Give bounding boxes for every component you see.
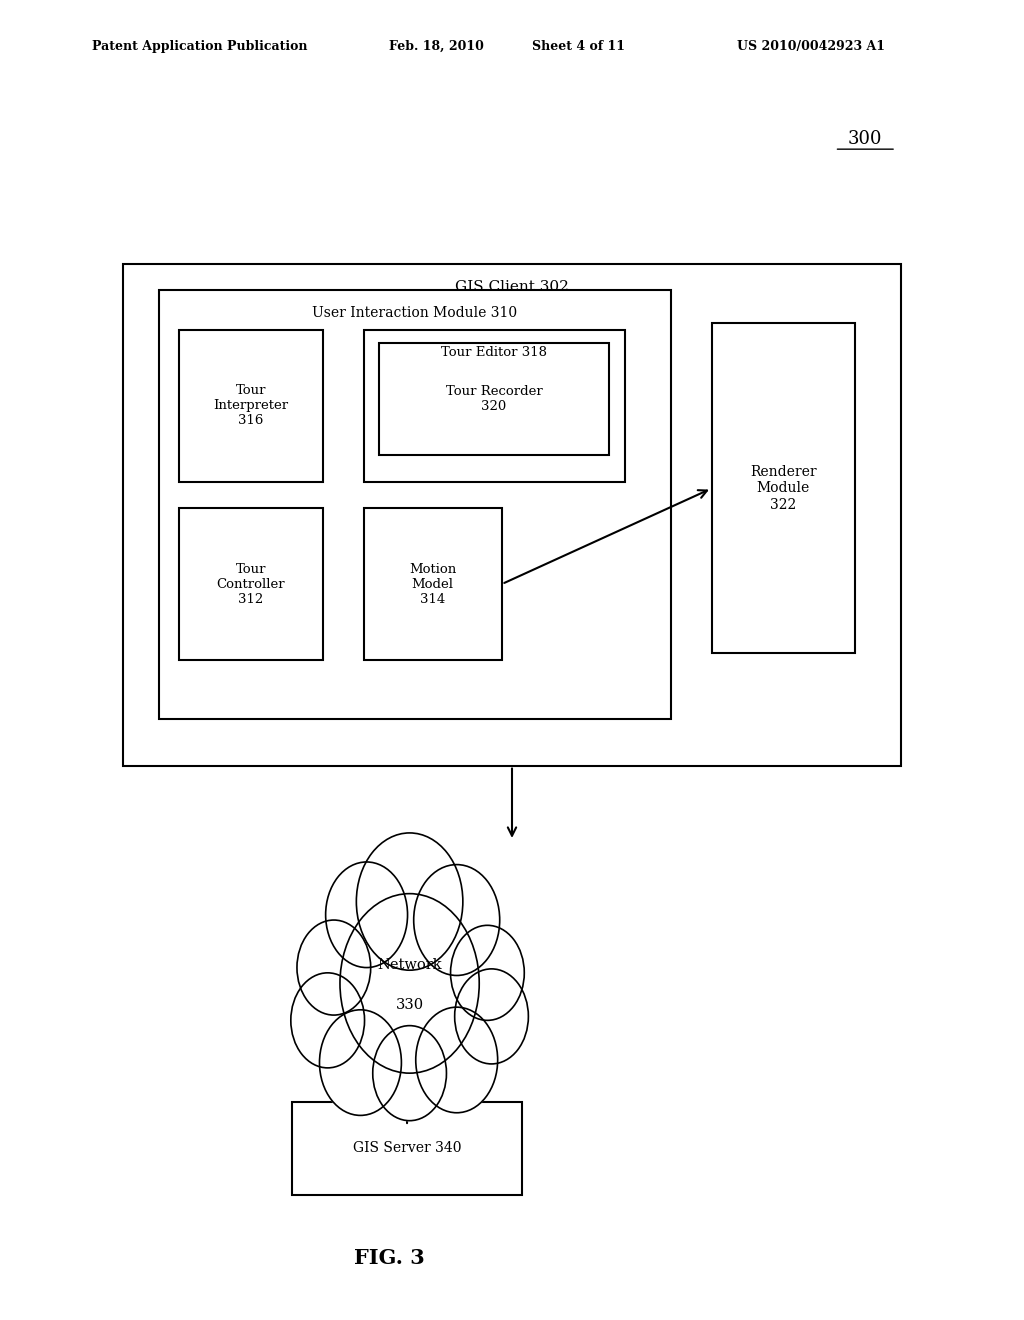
Text: Renderer
Module
322: Renderer Module 322 — [750, 465, 817, 512]
Text: Tour
Interpreter
316: Tour Interpreter 316 — [213, 384, 289, 428]
Circle shape — [414, 865, 500, 975]
FancyBboxPatch shape — [712, 323, 855, 653]
Text: GIS Client 302: GIS Client 302 — [455, 280, 569, 294]
Circle shape — [319, 1010, 401, 1115]
Circle shape — [356, 833, 463, 970]
Text: Tour
Controller
312: Tour Controller 312 — [216, 562, 286, 606]
Text: Network: Network — [377, 958, 442, 972]
Circle shape — [297, 920, 371, 1015]
Circle shape — [340, 894, 479, 1073]
Text: Patent Application Publication: Patent Application Publication — [92, 40, 307, 53]
FancyBboxPatch shape — [123, 264, 901, 766]
Text: Motion
Model
314: Motion Model 314 — [409, 562, 457, 606]
Text: US 2010/0042923 A1: US 2010/0042923 A1 — [737, 40, 886, 53]
Text: Feb. 18, 2010: Feb. 18, 2010 — [389, 40, 484, 53]
Circle shape — [326, 862, 408, 968]
FancyBboxPatch shape — [379, 343, 609, 455]
FancyBboxPatch shape — [179, 508, 323, 660]
FancyBboxPatch shape — [292, 1102, 522, 1195]
Text: Tour Recorder
320: Tour Recorder 320 — [445, 385, 543, 413]
FancyBboxPatch shape — [159, 290, 671, 719]
Text: Sheet 4 of 11: Sheet 4 of 11 — [532, 40, 626, 53]
Circle shape — [291, 973, 365, 1068]
Circle shape — [373, 1026, 446, 1121]
Circle shape — [451, 925, 524, 1020]
Text: GIS Server 340: GIS Server 340 — [353, 1142, 461, 1155]
Text: 300: 300 — [848, 129, 883, 148]
Text: User Interaction Module 310: User Interaction Module 310 — [312, 306, 517, 321]
Text: 330: 330 — [395, 998, 424, 1011]
Circle shape — [416, 1007, 498, 1113]
Circle shape — [455, 969, 528, 1064]
FancyBboxPatch shape — [364, 330, 625, 482]
Text: Tour Editor 318: Tour Editor 318 — [441, 346, 547, 359]
FancyBboxPatch shape — [364, 508, 502, 660]
Text: FIG. 3: FIG. 3 — [353, 1247, 425, 1269]
FancyBboxPatch shape — [179, 330, 323, 482]
